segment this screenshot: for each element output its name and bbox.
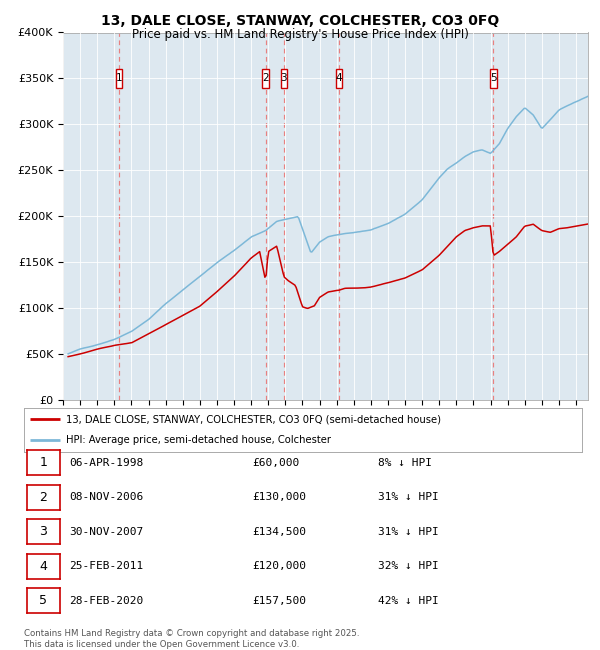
FancyBboxPatch shape xyxy=(336,69,343,88)
Text: 3: 3 xyxy=(281,73,287,83)
Text: 08-NOV-2006: 08-NOV-2006 xyxy=(69,492,143,502)
Text: Contains HM Land Registry data © Crown copyright and database right 2025.
This d: Contains HM Land Registry data © Crown c… xyxy=(24,629,359,649)
FancyBboxPatch shape xyxy=(116,69,122,88)
Text: 25-FEB-2011: 25-FEB-2011 xyxy=(69,561,143,571)
Text: 1: 1 xyxy=(40,456,47,469)
Text: 2: 2 xyxy=(40,491,47,504)
Text: 3: 3 xyxy=(40,525,47,538)
Text: 4: 4 xyxy=(40,560,47,573)
Text: 4: 4 xyxy=(336,73,343,83)
Text: £120,000: £120,000 xyxy=(252,561,306,571)
Text: 13, DALE CLOSE, STANWAY, COLCHESTER, CO3 0FQ: 13, DALE CLOSE, STANWAY, COLCHESTER, CO3… xyxy=(101,14,499,29)
Text: 13, DALE CLOSE, STANWAY, COLCHESTER, CO3 0FQ (semi-detached house): 13, DALE CLOSE, STANWAY, COLCHESTER, CO3… xyxy=(66,415,441,424)
FancyBboxPatch shape xyxy=(490,69,497,88)
FancyBboxPatch shape xyxy=(262,69,269,88)
Text: 5: 5 xyxy=(490,73,497,83)
Text: 06-APR-1998: 06-APR-1998 xyxy=(69,458,143,468)
Text: £60,000: £60,000 xyxy=(252,458,299,468)
Text: Price paid vs. HM Land Registry's House Price Index (HPI): Price paid vs. HM Land Registry's House … xyxy=(131,28,469,41)
Text: 30-NOV-2007: 30-NOV-2007 xyxy=(69,526,143,537)
Text: 1: 1 xyxy=(116,73,122,83)
Text: 42% ↓ HPI: 42% ↓ HPI xyxy=(378,595,439,606)
Text: 8% ↓ HPI: 8% ↓ HPI xyxy=(378,458,432,468)
Text: 32% ↓ HPI: 32% ↓ HPI xyxy=(378,561,439,571)
Text: £157,500: £157,500 xyxy=(252,595,306,606)
Text: HPI: Average price, semi-detached house, Colchester: HPI: Average price, semi-detached house,… xyxy=(66,435,331,445)
FancyBboxPatch shape xyxy=(281,69,287,88)
Text: 31% ↓ HPI: 31% ↓ HPI xyxy=(378,526,439,537)
Text: £130,000: £130,000 xyxy=(252,492,306,502)
Text: £134,500: £134,500 xyxy=(252,526,306,537)
Text: 28-FEB-2020: 28-FEB-2020 xyxy=(69,595,143,606)
Text: 2: 2 xyxy=(262,73,269,83)
Text: 5: 5 xyxy=(40,594,47,607)
Text: 31% ↓ HPI: 31% ↓ HPI xyxy=(378,492,439,502)
